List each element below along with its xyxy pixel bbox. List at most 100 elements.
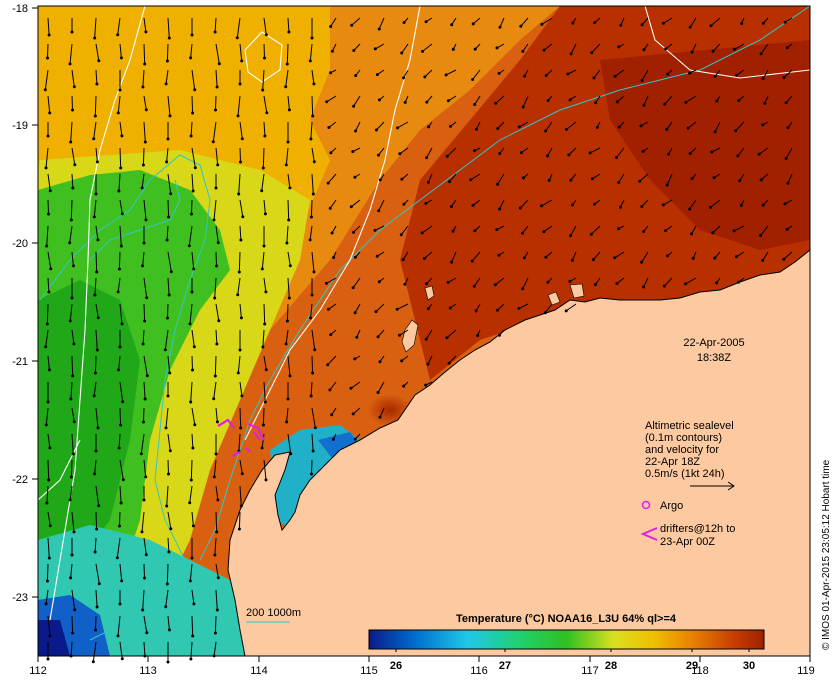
velocity-arrow-icon (617, 43, 625, 49)
velocity-arrow-icon (378, 173, 385, 182)
velocity-arrow-icon (497, 69, 505, 75)
velocity-arrow-icon (420, 225, 433, 235)
velocity-arrow-icon (260, 251, 265, 271)
velocity-arrow-icon (565, 121, 577, 131)
velocity-arrow-icon (330, 407, 337, 417)
velocity-arrow-icon (71, 147, 77, 167)
velocity-arrow-icon (782, 69, 793, 80)
velocity-arrow-icon (711, 43, 721, 53)
velocity-arrow-icon (71, 329, 76, 346)
velocity-arrow-icon (713, 121, 721, 134)
velocity-arrow-icon (398, 147, 409, 156)
velocity-arrow-icon (236, 95, 241, 118)
velocity-arrow-icon (69, 381, 73, 401)
map-frame (37, 5, 811, 657)
velocity-arrow-icon (70, 278, 74, 300)
sst-gulf-blue (318, 432, 360, 462)
velocity-arrow-icon (613, 251, 625, 260)
velocity-arrow-icon (403, 95, 409, 104)
velocity-arrow-icon (757, 147, 769, 156)
velocity-arrow-icon (325, 95, 337, 104)
velocity-arrow-icon (522, 173, 529, 180)
velocity-arrow-icon (139, 433, 145, 456)
velocity-arrow-icon (353, 355, 361, 361)
velocity-arrow-icon (71, 95, 74, 112)
velocity-arrow-icon (143, 277, 149, 300)
velocity-arrow-icon (47, 17, 51, 37)
velocity-arrow-icon (191, 69, 197, 92)
velocity-arrow-icon (215, 303, 221, 323)
velocity-arrow-icon (188, 485, 193, 505)
timestamp-date: 22-Apr-2005 (683, 337, 744, 349)
velocity-arrow-icon (540, 17, 553, 26)
lon-tick-label: 118 (691, 665, 709, 677)
velocity-arrow-icon (117, 251, 121, 271)
velocity-arrow-icon (165, 225, 169, 242)
argo-float-icon (641, 500, 651, 510)
velocity-arrow-icon (236, 277, 241, 297)
timestamp: 22-Apr-2005 18:38Z (683, 337, 744, 364)
velocity-arrow-icon (593, 17, 601, 25)
velocity-arrow-icon (214, 95, 217, 112)
velocity-arrow-icon (167, 251, 173, 274)
velocity-arrow-icon (690, 173, 697, 180)
velocity-arrow-icon (211, 121, 217, 144)
drifter-tracks (217, 418, 265, 457)
velocity-arrow-icon (119, 563, 124, 583)
velocity-arrow-icon (116, 615, 121, 638)
velocity-arrow-icon (517, 303, 529, 310)
depth-contour-shelf (89, 179, 181, 261)
velocity-arrow-icon (140, 173, 145, 190)
velocity-arrow-icon (589, 225, 601, 236)
velocity-arrow-icon (143, 615, 149, 635)
colorbar-tick: 28 (605, 649, 617, 672)
velocity-arrow-icon (715, 95, 721, 103)
velocity-arrow-icon (117, 433, 121, 450)
lon-tick: 114 (250, 656, 268, 677)
velocity-arrow-icon (544, 121, 553, 133)
velocity-arrow-icon (239, 407, 243, 430)
velocity-arrow-icon (47, 199, 50, 216)
velocity-arrow-icon (309, 121, 313, 141)
velocity-arrow-icon (688, 69, 697, 75)
velocity-arrow-icon (189, 43, 193, 60)
velocity-arrow-icon (377, 147, 385, 157)
velocity-arrow-icon (47, 459, 51, 482)
velocity-arrow-icon (665, 173, 673, 187)
velocity-arrow-icon (690, 43, 697, 54)
velocity-arrow-icon (166, 122, 170, 141)
velocity-arrow-icon (119, 121, 124, 138)
velocity-arrow-icon (471, 199, 481, 207)
velocity-arrow-icon (761, 251, 769, 262)
velocity-arrow-icon (546, 147, 553, 158)
velocity-arrow-icon (400, 355, 409, 363)
velocity-arrow-icon (260, 433, 265, 450)
velocity-arrow-icon (117, 173, 121, 193)
velocity-arrow-icon (95, 251, 99, 274)
velocity-arrow-icon (45, 303, 49, 326)
velocity-arrow-icon (263, 43, 266, 60)
velocity-arrow-icon (351, 407, 361, 416)
colorbar-bar (368, 629, 765, 650)
velocity-arrow-icon (783, 17, 793, 24)
velocity-arrow-icon (353, 433, 361, 441)
sealevel-contour-2 (244, 5, 421, 441)
longitude-axis: 112 113 114 115 116 117 118 119 (29, 656, 815, 677)
velocity-arrow-icon (543, 303, 553, 315)
velocity-arrow-icon (213, 537, 217, 557)
island-small-1 (424, 285, 435, 301)
velocity-arrow-icon (400, 43, 409, 55)
velocity-arrow-icon (330, 43, 337, 53)
velocity-arrow-icon (642, 43, 649, 52)
velocity-arrow-icon (190, 199, 193, 216)
velocity-arrow-icon (47, 511, 52, 528)
velocity-arrow-icon (263, 355, 268, 372)
velocity-arrow-icon (715, 277, 721, 285)
velocity-arrow-icon (310, 278, 314, 297)
velocity-arrow-icon (286, 382, 290, 401)
velocity-arrow-icon (329, 329, 337, 337)
velocity-arrow-icon (617, 121, 625, 129)
velocity-arrow-icon (374, 303, 385, 314)
velocity-arrow-icon (448, 173, 457, 184)
velocity-arrow-icon (215, 485, 220, 502)
